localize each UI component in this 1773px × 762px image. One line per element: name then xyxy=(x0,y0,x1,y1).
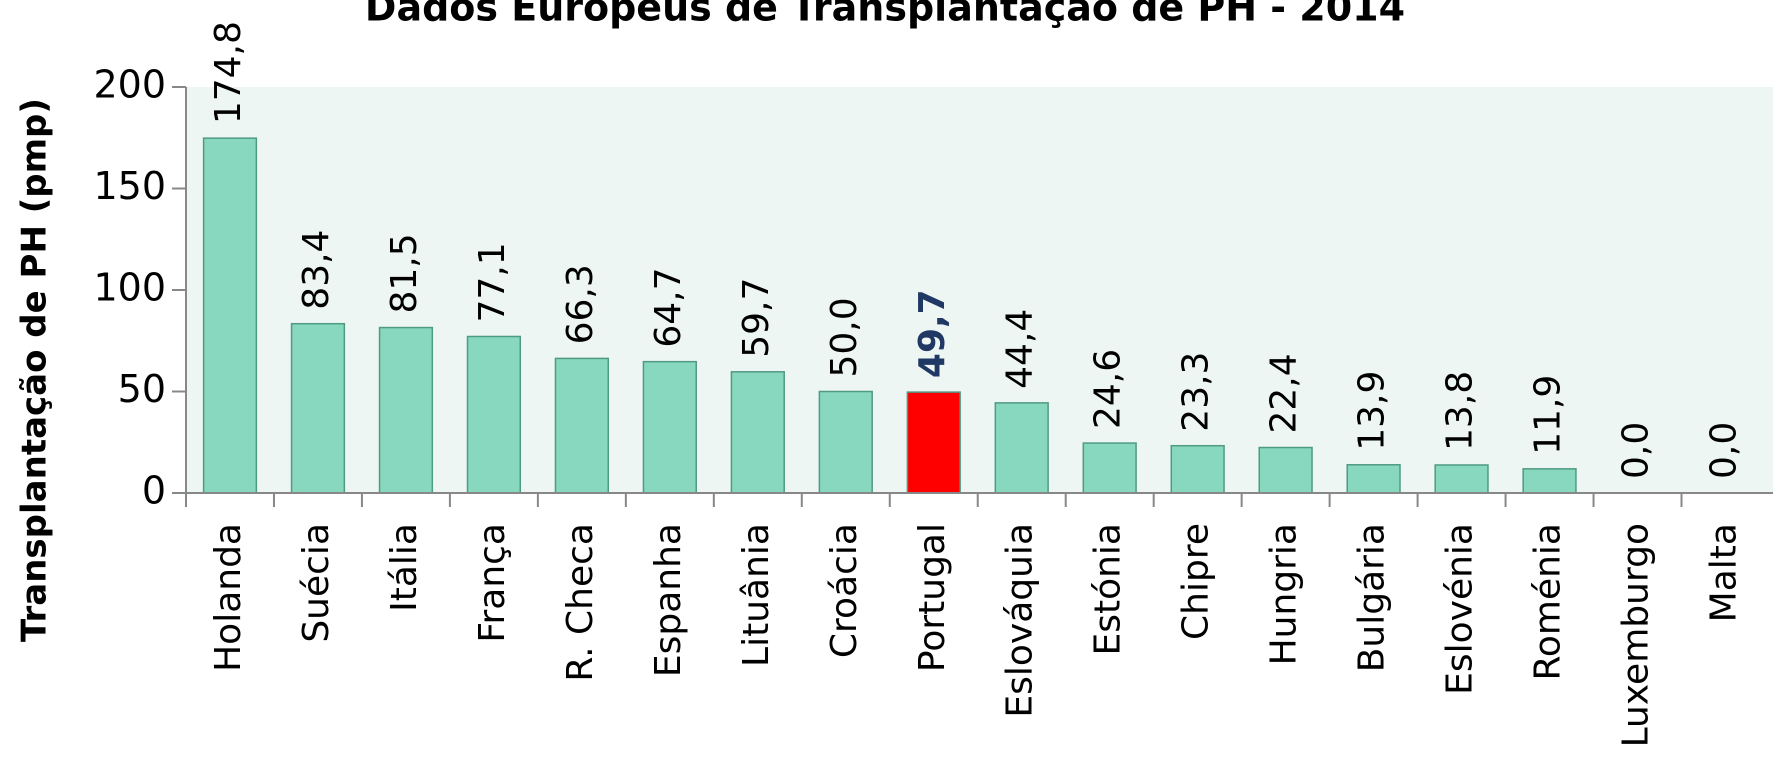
value-label: 24,6 xyxy=(1088,349,1129,429)
value-label: 13,9 xyxy=(1352,371,1393,451)
bar xyxy=(202,137,258,494)
x-tick-label: Luxemburgo xyxy=(1616,523,1657,747)
bar xyxy=(642,360,697,494)
y-axis-label: Transplantação de PH (pmp) xyxy=(15,98,55,642)
x-tick-label: Holanda xyxy=(208,523,249,672)
x-tick-label: Eslovénia xyxy=(1440,523,1481,695)
value-label: 66,3 xyxy=(560,264,601,344)
value-label: 13,8 xyxy=(1440,371,1481,451)
value-label: 23,3 xyxy=(1176,352,1217,432)
x-tick-label: Croácia xyxy=(824,523,865,658)
value-label: 174,8 xyxy=(208,21,249,124)
bar xyxy=(818,390,873,494)
x-tick-label: Eslováquia xyxy=(1000,523,1041,718)
bar xyxy=(466,335,522,494)
y-tick-label: 100 xyxy=(93,266,166,310)
bar xyxy=(1434,464,1489,494)
y-tick-label: 200 xyxy=(93,63,166,107)
value-label: 0,0 xyxy=(1616,422,1657,479)
bar xyxy=(378,326,434,494)
x-tick-label: Itália xyxy=(384,523,425,612)
x-tick-label: Malta xyxy=(1703,523,1744,622)
x-tick-label: Portugal xyxy=(912,523,953,672)
chart-title: Dados Europeus de Transplantação de PH -… xyxy=(365,0,1405,30)
value-label: 22,4 xyxy=(1264,353,1305,433)
bar xyxy=(290,322,346,494)
x-tick-label: Bulgária xyxy=(1352,523,1393,672)
value-label: 50,0 xyxy=(824,297,865,377)
bar xyxy=(1346,464,1401,494)
value-label: 44,4 xyxy=(1000,309,1041,389)
x-tick-label: Suécia xyxy=(296,523,337,643)
plot-area xyxy=(186,87,1773,493)
x-tick-label: Estónia xyxy=(1088,523,1129,656)
x-tick-label: Chipre xyxy=(1176,523,1217,640)
bar xyxy=(1082,442,1137,494)
bar xyxy=(906,391,961,494)
x-tick-label: R. Checa xyxy=(560,523,601,682)
y-tick-label: 150 xyxy=(93,164,166,208)
value-label: 11,9 xyxy=(1528,375,1569,455)
y-tick-label: 0 xyxy=(142,469,166,513)
bar xyxy=(1170,444,1225,494)
value-label: 81,5 xyxy=(384,233,425,313)
x-tick-label: Lituânia xyxy=(736,523,777,667)
value-label: 64,7 xyxy=(648,268,689,348)
bar xyxy=(1522,468,1577,494)
x-tick-label: Hungria xyxy=(1264,523,1305,665)
value-label: 49,7 xyxy=(912,289,953,378)
x-tick-label: França xyxy=(472,523,513,643)
x-tick-label: Roménia xyxy=(1528,523,1569,681)
y-tick-label: 50 xyxy=(118,367,166,411)
value-label: 77,1 xyxy=(472,242,513,322)
x-tick-label: Espanha xyxy=(648,523,689,677)
bar xyxy=(1258,446,1313,494)
value-label: 83,4 xyxy=(296,230,337,310)
value-label: 59,7 xyxy=(736,278,777,358)
bar xyxy=(554,357,610,494)
bar xyxy=(994,402,1049,494)
bar xyxy=(730,371,785,494)
value-label: 0,0 xyxy=(1703,422,1744,479)
